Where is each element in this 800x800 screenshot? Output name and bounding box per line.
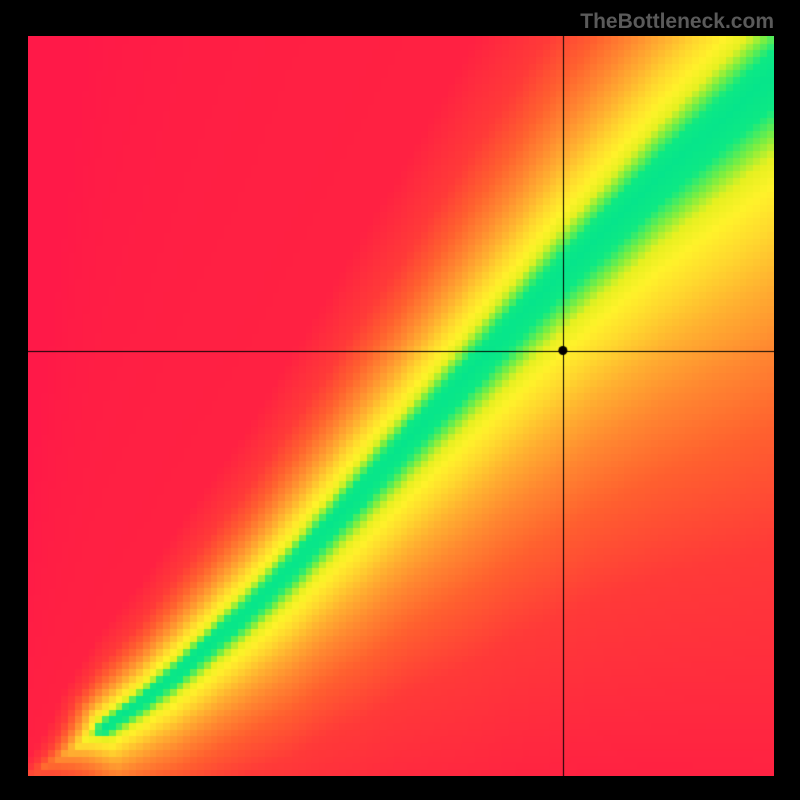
heatmap-canvas xyxy=(28,36,774,776)
watermark-text: TheBottleneck.com xyxy=(580,10,774,34)
chart-container: TheBottleneck.com xyxy=(0,0,800,800)
